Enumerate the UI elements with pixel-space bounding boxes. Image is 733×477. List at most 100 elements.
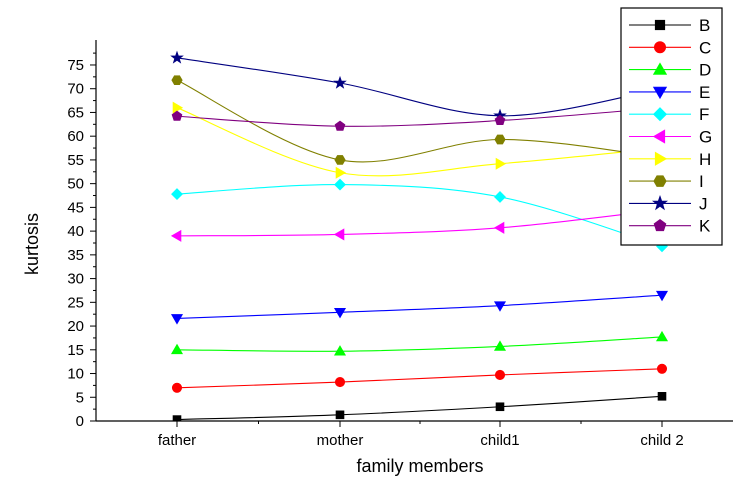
legend-label: D: [699, 61, 711, 80]
data-point: [494, 369, 506, 381]
legend-label: G: [699, 128, 712, 147]
data-point: [493, 221, 505, 234]
legend-marker: [654, 151, 668, 166]
legend-label: B: [699, 16, 710, 35]
legend-marker: [652, 194, 668, 211]
series-line: [176, 294, 663, 320]
legend-marker: [653, 175, 667, 187]
y-tick-label: 20: [67, 318, 84, 335]
data-point: [655, 330, 669, 342]
data-point: [171, 75, 183, 86]
x-tick-label: child1: [480, 432, 519, 449]
data-point: [170, 314, 184, 325]
data-point: [657, 392, 667, 401]
legend-marker: [654, 19, 666, 31]
legend-marker: [652, 62, 668, 75]
series-C: [171, 363, 668, 393]
legend-entry: H: [629, 150, 711, 169]
data-point: [334, 155, 346, 165]
y-tick-label: 70: [67, 81, 84, 98]
series-line: [176, 368, 663, 389]
legend-entry: F: [629, 105, 709, 124]
y-tick-label: 65: [67, 104, 84, 121]
series-line: [176, 107, 663, 177]
series-layer: [170, 50, 669, 421]
y-tick-label: 15: [67, 342, 84, 359]
series-J: [170, 50, 669, 122]
legend-label: J: [699, 194, 708, 213]
legend-label: I: [699, 172, 704, 191]
y-tick-label: 5: [76, 389, 84, 406]
series-I: [171, 75, 668, 165]
legend-label: F: [699, 105, 709, 124]
y-tick-label: 30: [67, 271, 84, 288]
data-point: [333, 345, 347, 356]
data-point: [494, 191, 506, 203]
data-point: [170, 229, 182, 242]
data-point: [494, 114, 506, 126]
y-tick-label: 50: [67, 176, 84, 193]
legend-entry: I: [629, 172, 704, 191]
legend-marker: [653, 41, 666, 54]
legend-label: C: [699, 38, 711, 57]
y-tick-label: 40: [67, 223, 84, 240]
data-point: [170, 343, 184, 355]
data-point: [656, 363, 668, 374]
data-point: [335, 410, 345, 420]
series-E: [170, 290, 669, 325]
legend-label: H: [699, 150, 711, 169]
y-tick-label: 25: [67, 294, 84, 311]
data-point: [494, 134, 506, 145]
data-point: [172, 101, 184, 114]
legend-entry: D: [629, 61, 711, 80]
series-G: [170, 203, 667, 242]
y-tick-label: 0: [76, 413, 84, 430]
y-tick-label: 10: [67, 366, 84, 383]
data-point: [335, 166, 347, 179]
data-point: [493, 340, 507, 351]
data-point: [493, 301, 507, 312]
data-point: [171, 188, 183, 201]
series-line: [176, 395, 663, 421]
data-point: [655, 290, 669, 302]
data-point: [172, 415, 182, 421]
y-tick-label: 60: [67, 128, 84, 145]
data-point: [334, 377, 346, 388]
legend-entry: B: [629, 16, 710, 35]
legend-entry: G: [629, 128, 712, 147]
legend-entry: K: [629, 217, 711, 236]
legend-marker: [652, 107, 668, 122]
legend-marker: [652, 129, 666, 144]
series-line: [176, 209, 663, 237]
series-B: [172, 392, 667, 421]
data-point: [333, 228, 345, 241]
x-tick-label: child 2: [640, 432, 683, 449]
legend-marker: [652, 86, 668, 100]
data-point: [170, 50, 184, 64]
legend-entry: C: [629, 38, 711, 57]
x-tick-label: mother: [317, 432, 364, 449]
data-point: [495, 157, 507, 170]
legend-label: K: [699, 217, 711, 236]
series-line: [176, 79, 663, 163]
data-point: [171, 382, 183, 393]
series-line: [176, 184, 663, 247]
data-point: [495, 402, 505, 412]
series-line: [176, 107, 663, 127]
axes-layer: 0 5 10 15 20 25 30 35 40 45 50 55 60 65 70 75 father moth…: [67, 40, 733, 449]
series-D: [170, 330, 669, 356]
y-tick-label: 75: [67, 57, 84, 74]
legend-label: E: [699, 83, 710, 102]
x-tick-label: father: [158, 432, 196, 449]
data-point: [333, 75, 347, 89]
data-point: [334, 120, 346, 131]
series-F: [171, 178, 668, 253]
series-line: [176, 336, 663, 352]
y-axis-title: kurtosis: [22, 213, 42, 275]
data-point: [334, 178, 346, 191]
x-axis-title: family members: [356, 456, 483, 476]
legend-entry: J: [629, 194, 708, 213]
series-K: [171, 102, 668, 131]
data-point: [171, 110, 183, 121]
data-point: [333, 307, 347, 319]
